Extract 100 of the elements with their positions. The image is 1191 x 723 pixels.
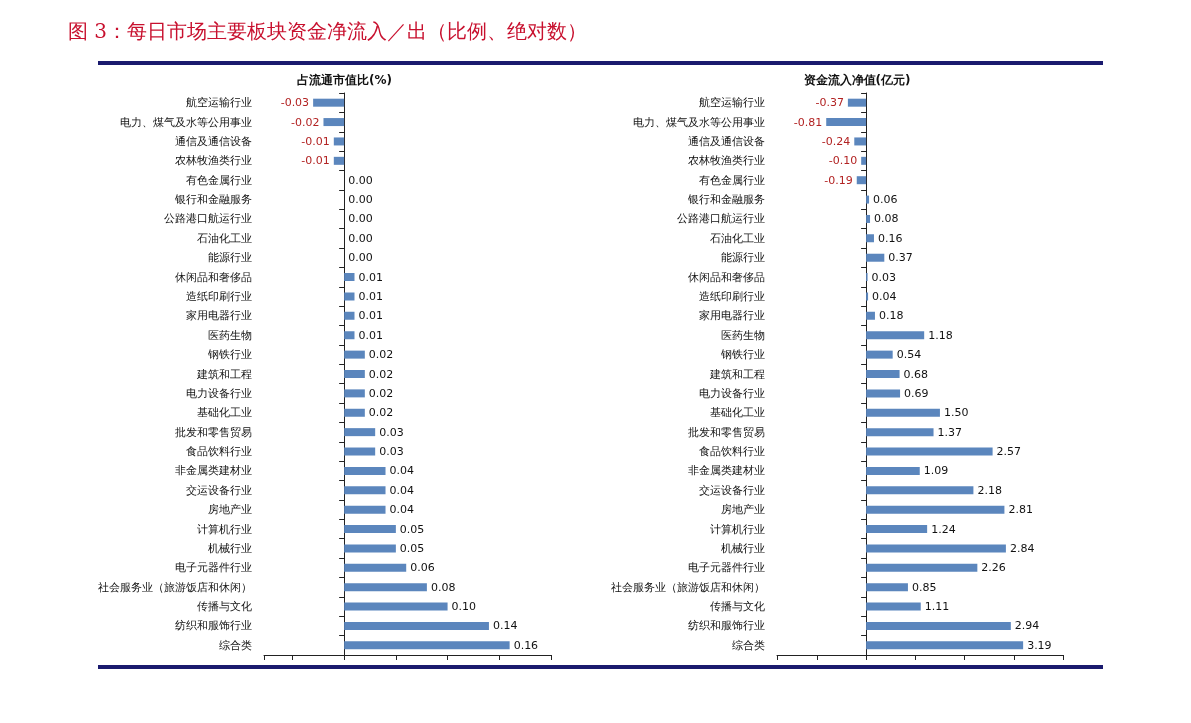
- bar: [344, 525, 396, 534]
- data-label: 0.03: [379, 425, 404, 439]
- chart-subtitle: 资金流入净值(亿元): [803, 73, 911, 87]
- data-label: 2.94: [1014, 619, 1040, 633]
- y-tick-label: 计算机行业: [710, 522, 765, 536]
- bar: [866, 253, 885, 262]
- bar: [344, 486, 386, 495]
- bar: [866, 602, 921, 611]
- y-tick-label: 通信及通信设备: [688, 134, 765, 148]
- bar: [344, 447, 376, 456]
- bar: [866, 563, 978, 572]
- bar: [826, 118, 867, 127]
- y-tick-label: 批发和零售贸易: [175, 425, 252, 439]
- y-tick-label: 家用电器行业: [699, 309, 765, 323]
- data-label: 0.00: [348, 173, 373, 187]
- y-tick-label: 食品饮料行业: [186, 445, 252, 459]
- data-label: -0.37: [815, 96, 844, 110]
- y-tick-label: 传播与文化: [710, 600, 765, 614]
- y-tick-label: 公路港口航运行业: [677, 212, 765, 226]
- data-label: 0.16: [513, 638, 539, 652]
- bar: [344, 370, 365, 378]
- y-tick-label: 计算机行业: [197, 522, 252, 536]
- y-tick-label: 综合类: [219, 638, 252, 652]
- bar: [866, 486, 974, 495]
- data-label: 2.57: [996, 445, 1022, 459]
- bar: [866, 331, 925, 340]
- y-tick-label: 家用电器行业: [186, 309, 252, 323]
- bar: [866, 525, 928, 534]
- bar: [866, 408, 940, 417]
- chart-title: 图 3：每日市场主要板块资金净流入／出（比例、绝对数）: [67, 18, 589, 45]
- bar: [847, 98, 867, 107]
- data-label: 0.01: [358, 328, 383, 342]
- y-tick-label: 银行和金融服务: [687, 193, 765, 207]
- chart-subtitle: 占流通市值比(%): [297, 73, 392, 87]
- data-label: 0.02: [368, 348, 394, 362]
- y-tick-label: 交运设备行业: [186, 483, 252, 497]
- bar: [333, 156, 345, 165]
- data-label: 0.02: [368, 367, 394, 381]
- y-tick-label: 电力设备行业: [699, 386, 765, 400]
- y-tick-label: 传播与文化: [197, 600, 252, 614]
- bar: [344, 273, 355, 282]
- data-label: 1.11: [924, 600, 950, 614]
- data-label: 1.24: [931, 522, 956, 536]
- data-label: 0.00: [348, 251, 373, 265]
- bar: [866, 505, 1005, 514]
- data-label: 0.01: [358, 270, 383, 284]
- y-tick-label: 房地产业: [721, 503, 765, 517]
- bar: [344, 641, 510, 650]
- data-label: 0.00: [348, 231, 373, 245]
- y-tick-label: 机械行业: [208, 541, 252, 555]
- bar: [344, 350, 365, 359]
- data-label: 1.18: [928, 328, 953, 342]
- bar: [866, 234, 874, 243]
- data-label: 0.69: [904, 386, 929, 400]
- data-label: 0.03: [379, 445, 404, 459]
- bar: [344, 505, 386, 514]
- y-tick-label: 石油化工业: [710, 231, 765, 245]
- data-label: -0.01: [301, 134, 330, 148]
- bar: [344, 292, 355, 301]
- y-tick-label: 农林牧渔类行业: [175, 154, 252, 168]
- y-tick-label: 电力、煤气及水等公用事业: [633, 115, 765, 129]
- y-tick-label: 航空运输行业: [186, 96, 252, 110]
- y-tick-label: 基础化工业: [197, 406, 252, 420]
- data-label: 2.18: [977, 483, 1002, 497]
- data-label: 0.16: [877, 231, 903, 245]
- data-label: 0.05: [399, 541, 425, 555]
- data-label: 3.19: [1027, 638, 1052, 652]
- y-tick-label: 食品饮料行业: [699, 445, 765, 459]
- y-tick-label: 有色金属行业: [699, 173, 765, 187]
- y-tick-label: 建筑和工程: [196, 367, 252, 381]
- bar: [866, 389, 901, 398]
- bar: [344, 428, 376, 437]
- y-tick-label: 电子元器件行业: [688, 561, 765, 575]
- data-label: 0.14: [492, 619, 518, 633]
- y-tick-label: 银行和金融服务: [174, 193, 252, 207]
- y-tick-label: 交运设备行业: [699, 483, 765, 497]
- y-tick-label: 电力设备行业: [186, 386, 252, 400]
- data-label: -0.01: [301, 154, 330, 168]
- bar: [313, 98, 345, 107]
- data-label: 0.08: [874, 212, 899, 226]
- bar: [866, 447, 993, 456]
- data-label: 0.18: [878, 309, 904, 323]
- bar: [344, 408, 365, 417]
- data-label: 0.00: [348, 212, 373, 226]
- bar: [866, 428, 934, 437]
- bar: [344, 563, 407, 572]
- y-tick-label: 非金属类建材业: [175, 464, 252, 478]
- data-label: 0.04: [389, 483, 415, 497]
- y-tick-label: 休闲品和奢侈品: [688, 270, 765, 284]
- data-label: -0.03: [280, 96, 310, 110]
- data-label: 0.05: [399, 522, 425, 536]
- data-label: -0.10: [828, 154, 858, 168]
- y-tick-label: 有色金属行业: [186, 173, 252, 187]
- data-label: 2.26: [981, 561, 1006, 575]
- bar: [344, 583, 427, 592]
- bar: [856, 176, 867, 185]
- bar: [333, 137, 345, 146]
- y-tick-label: 能源行业: [208, 251, 252, 265]
- y-tick-label: 石油化工业: [197, 231, 252, 245]
- data-label: 0.06: [873, 193, 898, 207]
